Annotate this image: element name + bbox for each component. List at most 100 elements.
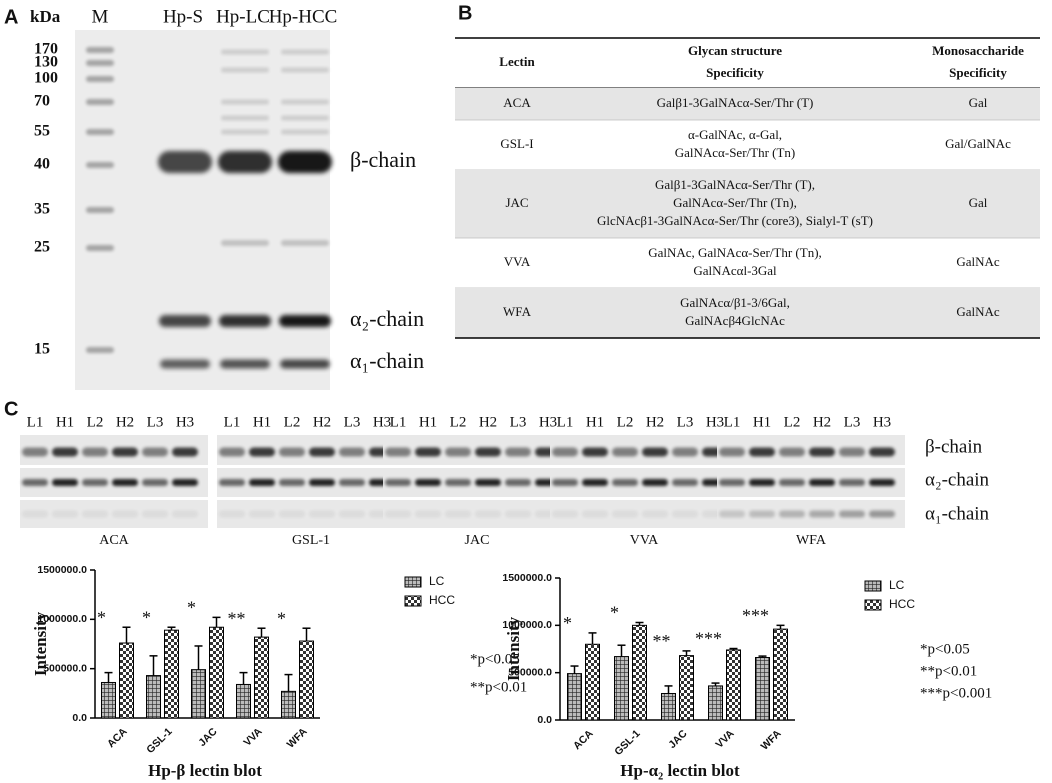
band <box>86 207 114 213</box>
lane-label: M <box>92 6 109 27</box>
bar <box>661 692 676 721</box>
legend-swatch <box>864 580 882 592</box>
panel-label: C <box>4 398 18 420</box>
band <box>672 447 698 457</box>
table-cell: WFA <box>503 304 532 319</box>
legend-swatch <box>404 595 422 607</box>
lane-label: L2 <box>87 414 104 430</box>
band <box>385 479 411 486</box>
bar <box>726 649 741 721</box>
lectin-label: JAC <box>465 533 490 548</box>
band <box>339 479 365 486</box>
band <box>86 47 114 53</box>
band <box>221 67 269 73</box>
chain-label: β-chain <box>925 436 983 457</box>
lane-label: H1 <box>253 414 271 430</box>
table-cell: Gal/GalNAc <box>945 136 1011 151</box>
significance-label: * <box>563 613 572 633</box>
band <box>505 479 531 486</box>
y-axis-title: Intensity <box>504 616 523 681</box>
bar <box>119 642 134 719</box>
lane-label: H2 <box>646 414 664 430</box>
band <box>221 240 269 246</box>
band <box>552 510 578 518</box>
band <box>809 447 835 457</box>
table-cell: JAC <box>505 195 528 210</box>
band <box>86 99 114 105</box>
table-cell: α-GalNAc, α-Gal, <box>688 127 782 142</box>
bar <box>755 657 770 721</box>
x-axis-title: Hp-α₂ lectin blot <box>620 761 740 780</box>
band <box>52 447 78 457</box>
chain-label: α₁-chain <box>350 348 424 373</box>
band <box>249 510 275 518</box>
significance-label: * <box>97 607 106 627</box>
band <box>219 447 245 457</box>
y-tick-label: 0.0 <box>72 712 87 724</box>
band <box>159 315 211 327</box>
table-cell: ACA <box>503 95 531 110</box>
marker-label: 70 <box>34 93 50 110</box>
unit-label: kDa <box>30 7 61 26</box>
band <box>281 115 329 121</box>
band <box>279 447 305 457</box>
band <box>281 49 329 55</box>
band <box>839 479 865 486</box>
band <box>281 67 329 73</box>
significance-label: * <box>142 607 151 627</box>
band <box>22 447 48 457</box>
table-cell: GalNAc, GalNAcα-Ser/Thr (Tn), <box>648 245 822 260</box>
band <box>142 510 168 518</box>
y-axis-title: Intensity <box>31 611 50 676</box>
band <box>869 510 895 518</box>
band <box>809 510 835 518</box>
lane-label: H1 <box>586 414 604 430</box>
significance-label: ** <box>228 608 246 628</box>
table-cell: GSL-I <box>500 136 533 151</box>
band <box>279 315 331 327</box>
band <box>505 510 531 518</box>
bar <box>236 683 251 719</box>
table-header: Monosaccharide <box>932 43 1024 58</box>
lane-label: L3 <box>147 414 164 430</box>
marker-label: 100 <box>34 70 58 87</box>
band <box>339 447 365 457</box>
band <box>86 60 114 66</box>
table-cell: Galβ1-3GalNAcα-Ser/Thr (T), <box>655 177 815 192</box>
lane-label: H1 <box>419 414 437 430</box>
lane-label: L3 <box>677 414 694 430</box>
significance-label: * <box>610 603 619 623</box>
band <box>172 447 198 457</box>
band <box>642 510 668 518</box>
y-tick-label: 1500000.0 <box>502 572 552 584</box>
band <box>779 510 805 518</box>
band <box>779 479 805 486</box>
band <box>52 479 78 486</box>
band <box>385 510 411 518</box>
significance-note: ***p<0.001 <box>920 685 992 701</box>
lane-label: L2 <box>284 414 301 430</box>
row-shade <box>455 288 1040 338</box>
panel-label: B <box>458 2 472 24</box>
lane-label: L1 <box>557 414 574 430</box>
bar <box>614 656 629 721</box>
legend-swatch <box>864 599 882 611</box>
bar <box>164 629 179 719</box>
bar <box>191 669 206 719</box>
lane-label: H3 <box>539 414 557 430</box>
y-tick-label: 500000.0 <box>508 666 552 678</box>
significance-note: *p<0.05 <box>470 651 520 667</box>
legend-label: HCC <box>889 597 915 611</box>
band <box>278 151 332 173</box>
lane-label: H2 <box>813 414 831 430</box>
bar <box>101 681 116 719</box>
band <box>869 447 895 457</box>
band <box>52 510 78 518</box>
band <box>582 510 608 518</box>
band <box>86 76 114 82</box>
table-cell: Galβ1-3GalNAcα-Ser/Thr (T) <box>657 95 814 110</box>
marker-label: 15 <box>34 341 50 358</box>
band <box>281 129 329 135</box>
marker-label: 40 <box>34 156 50 173</box>
y-tick-label: 0.0 <box>537 714 552 726</box>
